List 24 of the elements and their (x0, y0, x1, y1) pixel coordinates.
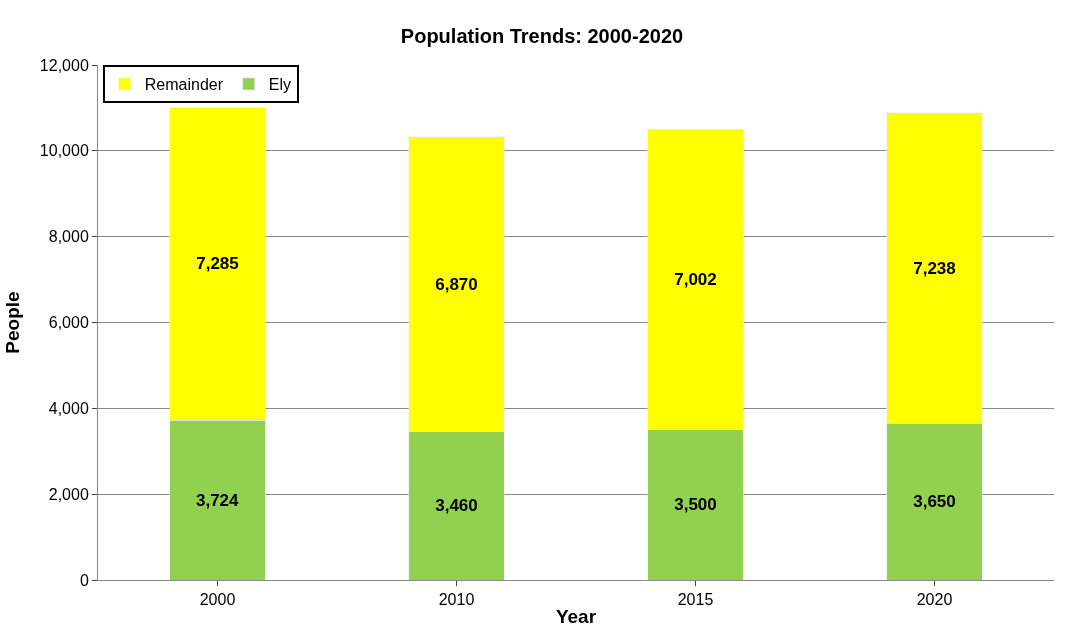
y-tick-label: 0 (79, 571, 89, 589)
y-tick-label: 2,000 (48, 485, 89, 503)
legend-label: Remainder (144, 76, 224, 94)
data-label: 3,500 (674, 495, 717, 515)
data-label: 3,460 (435, 496, 478, 516)
y-tick-label: 6,000 (48, 314, 89, 332)
x-tick-label: 2020 (916, 591, 953, 609)
x-axis-title: Year (555, 606, 597, 627)
y-tick-label: 8,000 (48, 228, 89, 246)
chart-title: Population Trends: 2000-2020 (400, 24, 684, 47)
data-label: 3,650 (913, 492, 956, 512)
data-label: 7,002 (674, 270, 717, 290)
legend-label: Ely (268, 76, 291, 94)
y-tick-label: 12,000 (39, 56, 89, 74)
data-label: 7,238 (913, 258, 956, 278)
x-tick-label: 2000 (199, 591, 236, 609)
y-tick-label: 10,000 (39, 142, 89, 160)
y-axis-title: People (1, 291, 23, 354)
y-tick-label: 4,000 (48, 399, 89, 417)
x-tick-label: 2015 (677, 591, 714, 609)
data-label: 7,285 (196, 254, 239, 274)
data-label: 3,724 (195, 490, 240, 510)
data-label: 6,870 (435, 274, 478, 294)
x-tick-label: 2010 (438, 591, 475, 609)
